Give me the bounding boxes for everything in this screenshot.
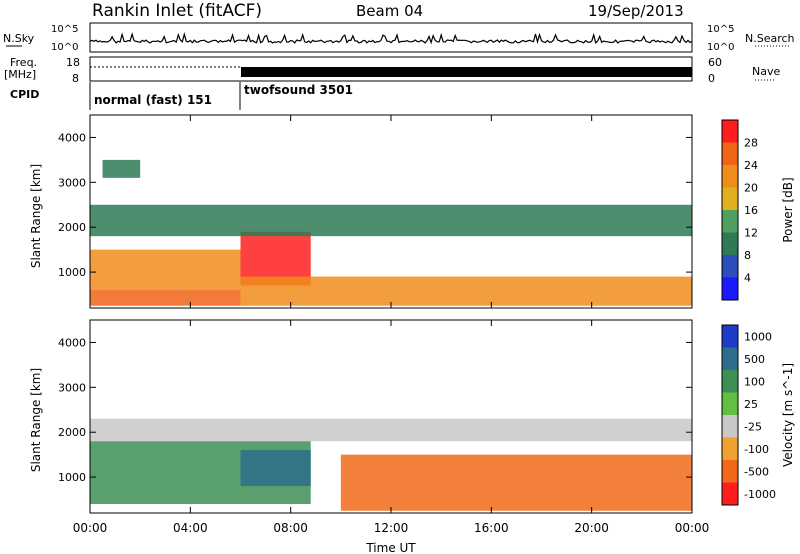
nave-label: Nave (752, 65, 780, 78)
velocity-colorbar-tick-7: -1000 (744, 488, 776, 501)
power-colorbar-swatch-0 (722, 277, 738, 300)
velocity-ytick-label-1: 2000 (58, 426, 86, 439)
power-colorbar: 4 8 12 16 20 24 28 Power [dB] (721, 119, 795, 301)
power-colorbar-swatch-5 (722, 165, 738, 188)
velocity-colorbar-swatch-4 (722, 415, 738, 438)
power-colorbar-tick-2: 12 (744, 227, 758, 240)
power-colorbar-swatch-7 (722, 120, 738, 143)
velocity-colorbar-tick-5: -100 (744, 443, 769, 456)
velocity-colorbar-tick-3: 25 (744, 398, 758, 411)
power-colorbar-tick-4: 20 (744, 182, 758, 195)
freq-label-2: [MHz] (4, 68, 36, 81)
velocity-colorbar-swatch-6 (722, 460, 738, 483)
noise-left-tick-top: 10^5 (51, 24, 78, 35)
time-tick-label-3: 12:00 (374, 521, 409, 535)
power-colorbar-tick-0: 4 (744, 272, 751, 285)
freq-label-1: Freq. (10, 56, 37, 69)
velocity-colorbar-tick-4: -25 (744, 420, 762, 433)
noise-left-tick-bottom: 10^0 (51, 42, 78, 53)
velocity-heatmap (90, 418, 692, 511)
velocity-panel: 1000 2000 3000 4000 Slant Range [km] 1000 50… (29, 319, 795, 514)
noise-series-line (89, 32, 693, 45)
velocity-region-2 (340, 454, 692, 511)
date-label: 19/Sep/2013 (588, 2, 684, 20)
cpid-panel: CPID normal (fast) 151 twofsound 3501 (10, 82, 353, 110)
noise-right-label: N.Search (745, 32, 795, 45)
velocity-ytick-label-3: 4000 (58, 336, 86, 349)
velocity-colorbar-swatch-3 (722, 392, 738, 415)
power-region-3 (240, 276, 692, 306)
time-axis-label: Time UT (365, 541, 416, 554)
time-tick-label-2: 08:00 (273, 521, 308, 535)
noise-right-tick-bottom: 10^0 (707, 42, 734, 53)
velocity-colorbar-swatch-1 (722, 347, 738, 370)
velocity-region-1 (240, 450, 311, 487)
velocity-colorbar-tick-2: 100 (744, 375, 765, 388)
velocity-colorbar-tick-1: 500 (744, 353, 765, 366)
power-colorbar-label: Power [dB] (781, 177, 795, 242)
power-region-0 (90, 290, 241, 306)
velocity-colorbar: 1000 500 100 25 -25 -100 -500 -1000 Velocity [m … (721, 324, 795, 506)
power-panel: 1000 2000 3000 4000 Slant Range [km] 4 8 12 16… (29, 114, 795, 309)
velocity-ytick-label-2: 3000 (58, 381, 86, 394)
cpid-mode-1: normal (fast) 151 (94, 93, 212, 107)
power-ytick-label-0: 1000 (58, 266, 86, 279)
velocity-ytick-label-0: 1000 (58, 471, 86, 484)
power-ytick-label-1: 2000 (58, 221, 86, 234)
nave-tick-bottom: 0 (708, 72, 715, 85)
time-axis: 00:00 04:00 08:00 12:00 16:00 20:00 00:00 (73, 115, 710, 535)
power-ytick-label-3: 4000 (58, 131, 86, 144)
time-tick-label-0: 00:00 (73, 521, 108, 535)
power-colorbar-swatch-1 (722, 255, 738, 278)
power-region-4 (90, 204, 692, 237)
power-heatmap (90, 159, 692, 306)
noise-left-label: N.Sky (3, 32, 35, 45)
power-region-5 (102, 159, 141, 178)
velocity-region-3 (90, 418, 692, 442)
power-region-1 (90, 249, 241, 291)
beam-label: Beam 04 (356, 2, 423, 20)
velocity-colorbar-swatch-2 (722, 370, 738, 393)
velocity-ylabel: Slant Range [km] (29, 368, 43, 472)
cpid-mode-2: twofsound 3501 (244, 83, 353, 97)
power-ytick-label-2: 3000 (58, 176, 86, 189)
power-ylabel: Slant Range [km] (29, 164, 43, 268)
velocity-colorbar-swatch-5 (722, 437, 738, 460)
velocity-colorbar-tick-0: 1000 (744, 330, 772, 343)
freq-panel: Freq. [MHz] 18 8 60 0 Nave (4, 56, 780, 85)
time-tick-label-1: 04:00 (173, 521, 208, 535)
nave-tick-top: 60 (708, 56, 722, 69)
cpid-label: CPID (10, 88, 39, 101)
power-colorbar-tick-5: 24 (744, 159, 758, 172)
time-tick-label-6: 00:00 (675, 521, 710, 535)
power-colorbar-tick-6: 28 (744, 137, 758, 150)
power-colorbar-swatch-6 (722, 142, 738, 165)
power-colorbar-swatch-4 (722, 187, 738, 210)
velocity-colorbar-swatch-0 (722, 325, 738, 348)
freq-solid-band (241, 67, 692, 77)
noise-right-tick-top: 10^5 (707, 24, 734, 35)
noise-panel: N.Sky 10^5 10^0 10^5 10^0 N.Search (3, 22, 795, 53)
velocity-colorbar-swatch-7 (722, 482, 738, 505)
power-colorbar-swatch-2 (722, 232, 738, 255)
power-colorbar-swatch-3 (722, 210, 738, 233)
station-title: Rankin Inlet (fitACF) (92, 1, 262, 21)
freq-tick-bottom: 8 (72, 72, 79, 85)
power-colorbar-tick-1: 8 (744, 249, 751, 262)
freq-tick-top: 18 (66, 56, 80, 69)
time-tick-label-4: 16:00 (474, 521, 509, 535)
velocity-colorbar-label: Velocity [m s^-1] (781, 363, 795, 467)
power-colorbar-tick-3: 16 (744, 204, 758, 217)
time-tick-label-5: 20:00 (574, 521, 609, 535)
velocity-colorbar-tick-6: -500 (744, 465, 769, 478)
